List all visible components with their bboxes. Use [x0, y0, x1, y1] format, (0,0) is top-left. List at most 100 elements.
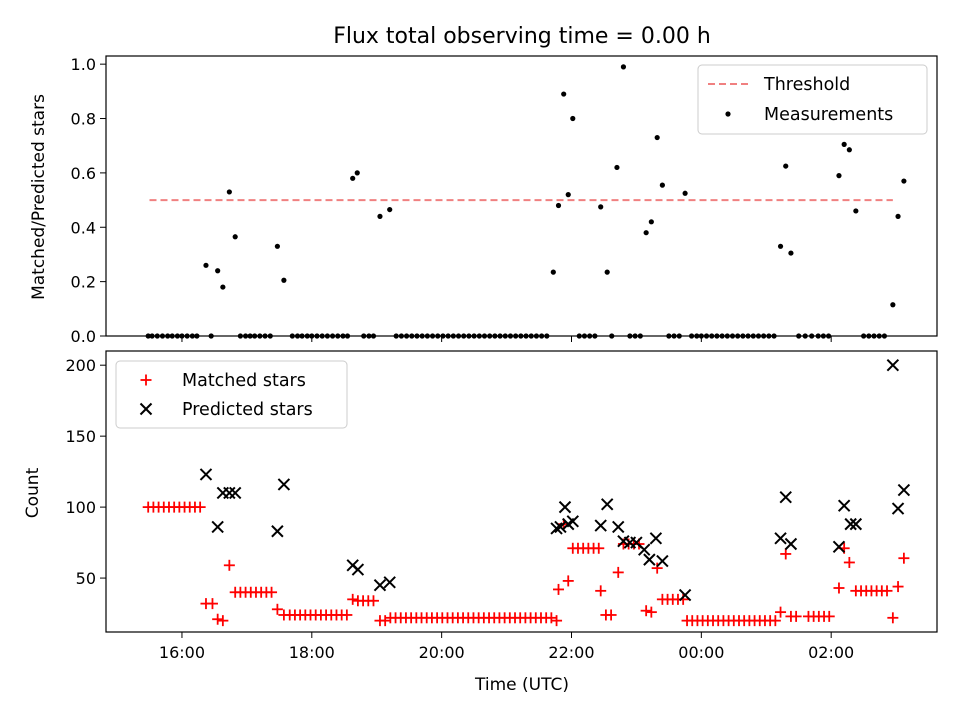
- measurement-point: [466, 333, 472, 339]
- measurement-point: [159, 333, 166, 339]
- measurement-point: [184, 333, 190, 339]
- predicted-star-point-b: [649, 532, 663, 545]
- bottom-xtick-label: 18:00: [289, 643, 335, 662]
- matched-star-point: [341, 609, 353, 621]
- measurement-point: [247, 333, 253, 339]
- predicted-star-point: [832, 540, 846, 554]
- measurement-point: [750, 333, 756, 339]
- measurement-point: [354, 170, 360, 176]
- measurement-point: [555, 202, 562, 209]
- measurement-point: [179, 333, 185, 339]
- predicted-star-point: [383, 576, 396, 589]
- measurement-point: [694, 333, 700, 339]
- measurement-point: [226, 189, 232, 195]
- predicted-star-point: [784, 537, 798, 551]
- predicted-star-point: [271, 525, 284, 538]
- measurement-point: [576, 333, 582, 339]
- measurement-point: [361, 333, 367, 339]
- measurement-point: [890, 302, 896, 308]
- bottom-axes: 50 100 150 200 16:00 18:00 20:00 22:00 00:00 02:0…: [65, 350, 938, 662]
- measurement-point: [174, 333, 181, 339]
- measurement-point: [836, 173, 842, 179]
- matched-star-point: [593, 542, 605, 554]
- matched-star-point: [843, 556, 855, 568]
- measurement-point: [528, 333, 534, 339]
- matched-star-point: [545, 612, 557, 624]
- predicted-star-point-b: [678, 588, 692, 602]
- predicted-star-point: [643, 553, 656, 566]
- measurement-point: [387, 206, 393, 213]
- matched-star-point: [780, 548, 792, 560]
- measurement-point: [329, 333, 336, 339]
- bottom-xtick-label: 20:00: [419, 643, 465, 662]
- measurement-point: [841, 141, 847, 147]
- bottom-ytick-label: 200: [65, 356, 96, 375]
- predicted-star-point: [600, 498, 614, 511]
- measurement-point: [154, 333, 160, 339]
- measurement-point: [476, 333, 482, 339]
- measurement-point: [194, 333, 200, 339]
- top-y-axis-label: Matched/Predicted stars: [29, 94, 49, 300]
- top-ytick-label: 0.4: [71, 218, 96, 237]
- legend-predicted-swatch: [139, 402, 153, 416]
- measurement-point: [866, 333, 872, 339]
- measurement-point: [165, 333, 171, 339]
- matched-star-point: [677, 593, 689, 605]
- predicted-star-point-b: [844, 517, 857, 531]
- measurement-point: [208, 333, 214, 339]
- measurement-point: [393, 333, 399, 339]
- predicted-star-point-b: [277, 478, 291, 491]
- measurement-point: [481, 333, 488, 339]
- measurement-point: [682, 190, 688, 196]
- predicted-star-point-b: [897, 483, 911, 497]
- measurement-point: [350, 175, 356, 181]
- measurement-point: [544, 333, 550, 339]
- measurement-point: [592, 333, 598, 339]
- measurement-point: [620, 64, 627, 70]
- predicted-star-point: [844, 517, 857, 531]
- measurement-point: [698, 333, 704, 339]
- measurement-point: [507, 333, 514, 339]
- measurement-point: [570, 115, 576, 122]
- measurement-point: [637, 333, 643, 339]
- matched-star-point: [217, 615, 229, 627]
- legend-matched-label: Matched stars: [182, 371, 306, 391]
- bottom-xtick-label: 16:00: [159, 643, 205, 662]
- legend-measurements-swatch: [725, 111, 731, 117]
- measurement-point: [461, 333, 467, 339]
- measurement-point: [820, 333, 826, 339]
- matched-star-point: [206, 598, 218, 610]
- measurement-point: [587, 333, 593, 339]
- predicted-star-point: [774, 532, 787, 545]
- measurement-point: [565, 192, 571, 198]
- measurement-point: [523, 333, 529, 339]
- top-ytick-label: 1.0: [71, 55, 96, 74]
- predicted-star-point: [351, 563, 365, 576]
- measurement-point: [289, 333, 295, 339]
- measurement-point: [220, 284, 226, 290]
- measurement-point: [149, 333, 155, 339]
- matched-star-point: [823, 610, 835, 622]
- measurement-point: [309, 333, 315, 339]
- predicted-star-point-b: [228, 486, 242, 500]
- measurement-point: [257, 333, 263, 339]
- measurement-point: [414, 333, 420, 339]
- matched-star-point: [266, 586, 278, 598]
- top-axes: 0.0 0.2 0.4 0.6 0.8 1.0 Threshold Measurements: [71, 55, 938, 346]
- top-ytick-label: 0.0: [71, 327, 96, 346]
- measurement-point: [370, 333, 377, 339]
- measurement-point: [901, 178, 907, 184]
- matched-star-point: [790, 610, 802, 622]
- measurement-point: [766, 333, 772, 339]
- predicted-star-point: [837, 499, 851, 512]
- predicted-star-point: [779, 490, 792, 504]
- measurement-point: [215, 268, 221, 274]
- matched-star-point: [271, 603, 283, 615]
- predicted-star-point-b: [886, 358, 900, 372]
- predicted-star-point-b: [784, 537, 798, 551]
- predicted-star-point: [656, 554, 669, 568]
- measurement-point: [755, 333, 762, 339]
- measurement-point: [614, 164, 620, 171]
- measurement-point: [366, 333, 372, 339]
- matched-star-point: [833, 582, 845, 594]
